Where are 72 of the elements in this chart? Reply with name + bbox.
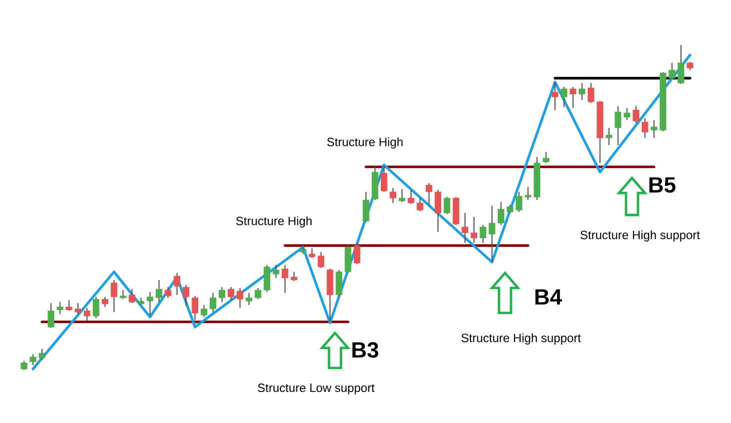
candlestick	[408, 189, 414, 204]
candlestick	[624, 107, 630, 121]
candlestick	[480, 224, 486, 244]
candlestick	[578, 82, 586, 100]
annotation: Structure High	[327, 137, 403, 149]
candlestick	[254, 288, 262, 300]
candlestick	[552, 81, 558, 111]
candlestick	[642, 118, 648, 138]
candlestick	[84, 307, 90, 322]
candlestick	[264, 264, 270, 293]
candlestick	[336, 269, 342, 296]
candlestick	[48, 302, 54, 329]
candlestick	[174, 272, 180, 296]
candlestick	[434, 189, 442, 232]
candlestick	[498, 201, 504, 226]
candlestick	[444, 196, 450, 215]
candlestick	[542, 151, 550, 164]
candlestick	[290, 271, 298, 282]
candlestick	[398, 188, 406, 203]
candlestick	[30, 354, 36, 366]
candlestick	[318, 251, 324, 268]
candlestick	[128, 288, 136, 304]
candlestick	[92, 296, 100, 319]
candlestick	[678, 44, 684, 85]
annotation: B4	[535, 289, 562, 305]
candlestick	[74, 302, 82, 315]
candlestick	[210, 292, 216, 313]
candlestick	[470, 216, 478, 244]
candlestick	[416, 198, 424, 212]
candlestick	[354, 242, 360, 265]
annotation: Structure High support	[580, 230, 700, 242]
candlestick	[110, 279, 118, 313]
candlestick	[228, 286, 234, 301]
candlestick	[560, 86, 568, 108]
candlestick	[380, 165, 388, 192]
candlestick	[56, 302, 64, 315]
candlestick	[308, 248, 316, 258]
text: Structure Low support	[258, 384, 375, 394]
candlestick	[488, 205, 496, 263]
candlestick	[570, 86, 576, 109]
candlestick	[606, 127, 612, 146]
candlestick	[182, 284, 190, 307]
annotation: B3	[352, 342, 378, 358]
candlestick	[66, 300, 72, 312]
candlestick	[236, 288, 244, 308]
candlestick	[362, 191, 370, 223]
candlestick	[426, 182, 432, 206]
candlestick	[462, 212, 468, 244]
candlestick	[390, 187, 396, 204]
candlestick	[524, 186, 532, 201]
candlestick	[516, 191, 522, 213]
candlestick	[146, 291, 154, 316]
annotation: B5	[649, 177, 676, 193]
candlestick	[588, 82, 594, 104]
candlestick	[192, 295, 198, 320]
annotation: Structure High support	[462, 333, 581, 345]
candlestick	[120, 289, 126, 300]
candlestick	[614, 106, 622, 146]
candlestick	[650, 120, 658, 138]
candlestick	[632, 106, 640, 124]
candlestick	[20, 360, 28, 371]
candlestick	[38, 348, 46, 360]
candlestick	[164, 286, 172, 298]
candlestick	[156, 279, 162, 303]
candlestick	[282, 264, 288, 294]
candlestick	[200, 304, 208, 318]
annotation: Structure High	[236, 216, 312, 228]
candlestick	[102, 296, 108, 308]
candlestick	[218, 286, 226, 303]
candlestick	[668, 62, 676, 80]
candlestick	[272, 264, 280, 279]
candlestick	[246, 292, 252, 306]
